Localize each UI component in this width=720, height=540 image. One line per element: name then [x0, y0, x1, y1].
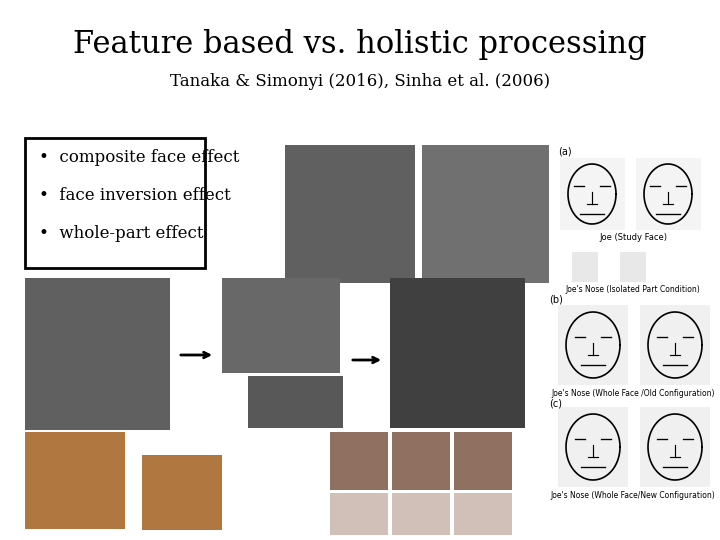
Text: Feature based vs. holistic processing: Feature based vs. holistic processing: [73, 30, 647, 60]
Bar: [25, 278, 170, 430]
Text: Tanaka & Simonyi (2016), Sinha et al. (2006): Tanaka & Simonyi (2016), Sinha et al. (2…: [170, 73, 550, 91]
Bar: [390, 278, 525, 428]
Text: (b): (b): [549, 295, 563, 305]
Bar: [620, 252, 646, 282]
Text: Joe (Study Face): Joe (Study Face): [599, 233, 667, 241]
Bar: [330, 493, 388, 535]
Bar: [454, 432, 512, 490]
Bar: [422, 145, 549, 283]
Bar: [640, 305, 710, 385]
Bar: [142, 455, 222, 530]
Text: •  face inversion effect: • face inversion effect: [39, 187, 230, 205]
Bar: [25, 432, 125, 529]
Bar: [392, 432, 450, 490]
Bar: [285, 145, 415, 283]
Bar: [454, 493, 512, 535]
Text: (c): (c): [549, 398, 562, 408]
Bar: [222, 278, 340, 373]
Bar: [572, 252, 598, 282]
Bar: [25, 138, 205, 268]
Text: (a): (a): [558, 147, 572, 157]
Bar: [558, 305, 628, 385]
Text: •  composite face effect: • composite face effect: [39, 150, 239, 166]
Text: Joe's Nose (Whole Face/New Configuration): Joe's Nose (Whole Face/New Configuration…: [551, 490, 716, 500]
Text: •  whole-part effect: • whole-part effect: [39, 226, 204, 242]
Text: Joe's Nose (Isolated Part Condition): Joe's Nose (Isolated Part Condition): [566, 286, 701, 294]
Bar: [558, 407, 628, 487]
Bar: [392, 493, 450, 535]
Bar: [636, 158, 701, 230]
Bar: [640, 407, 710, 487]
Bar: [560, 158, 625, 230]
Bar: [248, 376, 343, 428]
Text: Joe's Nose (Whole Face /Old Configuration): Joe's Nose (Whole Face /Old Configuratio…: [552, 388, 715, 397]
Bar: [330, 432, 388, 490]
